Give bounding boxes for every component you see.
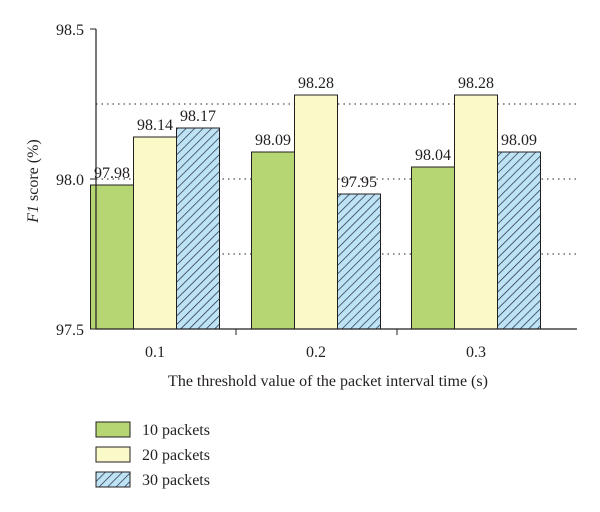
bar-10-packets-0.2	[251, 151, 295, 330]
bar-20-packets-0.3	[454, 94, 498, 330]
legend-swatch-10-packets	[95, 421, 131, 438]
legend: 10 packets 20 packets 30 packets	[95, 421, 210, 489]
data-label-10-packets-0.2: 98.09	[255, 132, 291, 149]
bar-30-packets-0.2	[337, 193, 381, 330]
bar-30-packets-0.1	[176, 127, 220, 330]
data-label-10-packets-0.3: 98.04	[415, 147, 451, 164]
y-axis-label: F1 score (%)	[25, 139, 42, 224]
bar-20-packets-0.1	[133, 136, 177, 330]
data-label-20-packets-0.3: 98.28	[458, 75, 494, 92]
data-label-10-packets-0.1: 97.98	[94, 165, 130, 182]
y-tick-label-2: 98.0	[56, 172, 84, 189]
bars-group: 97.98 98.09 98.04 98.14 98.28 98.28 98.17 97.95…	[90, 75, 541, 330]
legend-swatch-30-packets	[95, 471, 131, 488]
bar-20-packets-0.2	[294, 94, 338, 330]
data-label-30-packets-0.3: 98.09	[501, 132, 537, 149]
y-tick-label-3: 98.5	[56, 22, 84, 39]
legend-label-10-packets: 10 packets	[142, 422, 210, 439]
data-label-20-packets-0.1: 98.14	[137, 117, 173, 134]
y-tick-label-1: 97.5	[56, 322, 84, 339]
legend-swatch-20-packets	[95, 446, 131, 463]
bar-10-packets-0.1	[90, 184, 134, 330]
bar-10-packets-0.3	[411, 166, 455, 330]
bar-30-packets-0.3	[497, 151, 541, 330]
data-label-20-packets-0.2: 98.28	[298, 75, 334, 92]
data-label-30-packets-0.1: 98.17	[180, 108, 216, 125]
data-label-30-packets-0.2: 97.95	[341, 174, 377, 191]
y-axis-label-italic: F1	[25, 205, 42, 224]
x-tick-label-0.2: 0.2	[306, 344, 326, 361]
x-axis-label: The threshold value of the packet interv…	[168, 373, 488, 390]
legend-label-30-packets: 30 packets	[142, 472, 210, 489]
y-axis-label-rest: score (%)	[25, 139, 42, 205]
x-tick-label-0.3: 0.3	[466, 344, 486, 361]
legend-label-20-packets: 20 packets	[142, 447, 210, 464]
axes: 97.5 98.0 98.5 0.1 0.2 0.3	[56, 22, 577, 361]
x-tick-label-0.1: 0.1	[145, 344, 165, 361]
